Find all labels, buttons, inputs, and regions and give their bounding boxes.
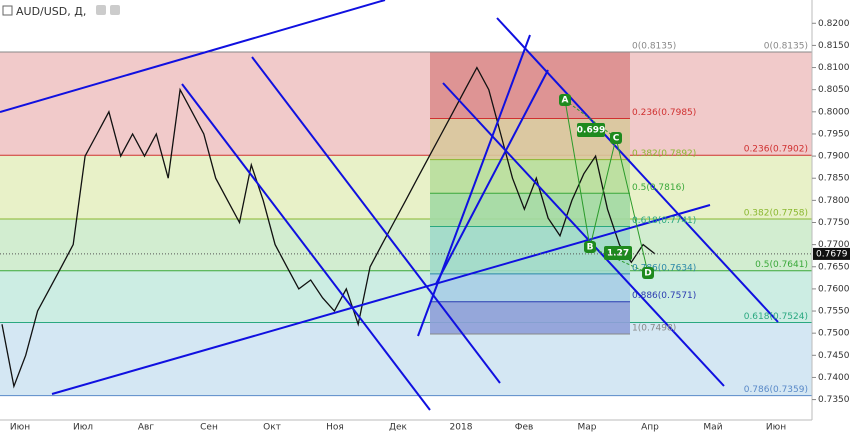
trend-line bbox=[51, 204, 711, 395]
y-tick-label: 0.7350 bbox=[818, 395, 850, 405]
fib-label: 0.5(0.7641) bbox=[755, 260, 808, 270]
pattern-ratio-bg bbox=[604, 246, 632, 260]
pattern-line bbox=[564, 99, 617, 139]
fib-label: 0.786(0.7359) bbox=[744, 385, 808, 395]
fib-label: 0.618(0.7524) bbox=[744, 312, 808, 322]
y-tick-label: 0.7600 bbox=[818, 284, 850, 294]
y-tick-label: 0.7950 bbox=[818, 129, 850, 139]
x-tick-label: 2018 bbox=[450, 423, 473, 433]
icon[interactable] bbox=[96, 5, 106, 15]
x-tick-label: Окт bbox=[263, 423, 281, 433]
pattern-ratio: 0.699 bbox=[577, 126, 605, 136]
x-tick-label: Сен bbox=[200, 423, 218, 433]
chart-title: AUD/USD, Д, bbox=[16, 5, 86, 18]
last-price-box bbox=[813, 247, 850, 260]
last-price-label: 0.7679 bbox=[816, 249, 848, 259]
pattern-point: D bbox=[644, 269, 651, 279]
fib-band bbox=[430, 301, 630, 335]
y-tick-label: 0.7550 bbox=[818, 307, 850, 317]
pattern-point-bg bbox=[642, 267, 654, 279]
fib-label: 0(0.8135) bbox=[764, 42, 808, 52]
x-tick-label: Июл bbox=[73, 423, 93, 433]
fib-band bbox=[0, 322, 812, 396]
y-tick-label: 0.7750 bbox=[818, 218, 850, 228]
y-tick-label: 0.7900 bbox=[818, 152, 850, 162]
fib-label: 0.382(0.7892) bbox=[632, 149, 696, 159]
trend-line bbox=[251, 56, 501, 384]
x-tick-label: Ноя bbox=[326, 423, 344, 433]
trend-lines bbox=[0, 0, 779, 411]
trend-line bbox=[417, 34, 531, 337]
fib-label: 0.786(0.7634) bbox=[632, 263, 696, 273]
x-tick-label: Мар bbox=[578, 423, 597, 433]
pattern-point-bg bbox=[610, 132, 622, 144]
price-line bbox=[1, 66, 656, 389]
x-tick-label: Фев bbox=[515, 423, 534, 433]
x-tick-label: Июн bbox=[766, 423, 786, 433]
fib-label: 0.5(0.7816) bbox=[632, 183, 685, 193]
y-tick-label: 0.8050 bbox=[818, 85, 850, 95]
fib-band bbox=[0, 218, 812, 271]
y-tick-label: 0.7800 bbox=[818, 196, 850, 206]
fib-band bbox=[0, 270, 812, 323]
fib-band bbox=[430, 52, 630, 119]
icon bbox=[2, 5, 13, 16]
fib-bands bbox=[0, 51, 812, 397]
x-tick-label: Июн bbox=[10, 423, 30, 433]
y-tick-label: 0.7450 bbox=[818, 351, 850, 361]
trend-line bbox=[496, 17, 779, 323]
y-tick-label: 0.8200 bbox=[818, 19, 850, 29]
fib-label: 0.236(0.7985) bbox=[632, 108, 696, 118]
x-tick-label: Апр bbox=[641, 423, 659, 433]
y-tick-label: 0.8000 bbox=[818, 107, 850, 117]
price bbox=[1, 66, 656, 389]
fib-band bbox=[0, 155, 812, 219]
fib-band bbox=[430, 226, 630, 274]
fib-label: 0.382(0.7758) bbox=[744, 208, 808, 218]
pattern-point-bg bbox=[559, 94, 571, 106]
pattern-point-bg bbox=[584, 241, 596, 253]
pattern-point: A bbox=[562, 96, 569, 106]
trend-line bbox=[435, 69, 549, 285]
pattern-ratio-bg bbox=[577, 123, 605, 137]
trend-line bbox=[181, 83, 431, 411]
x-tick-label: Авг bbox=[138, 423, 154, 433]
y-tick-label: 0.7700 bbox=[818, 240, 850, 250]
y-tick-label: 0.8100 bbox=[818, 63, 850, 73]
fib-label: 0.236(0.7902) bbox=[744, 145, 808, 155]
x-tick-label: Дек bbox=[389, 423, 408, 433]
y-tick-label: 0.7650 bbox=[818, 262, 850, 272]
fib-label: 0.618(0.7741) bbox=[632, 216, 696, 226]
pattern-labels: 0(0.8135) 0.236(0.7902) 0.382(0.7758) 0.5(0… bbox=[559, 42, 808, 395]
y-tick-label: 0.8150 bbox=[818, 41, 850, 51]
fib-band bbox=[0, 52, 812, 156]
pattern-line bbox=[564, 99, 649, 274]
y-axis-panel bbox=[812, 0, 850, 433]
fib-label: 0(0.8135) bbox=[632, 42, 676, 52]
trend-line bbox=[0, 0, 386, 113]
pattern-point: C bbox=[613, 134, 620, 144]
y-tick-label: 0.7500 bbox=[818, 329, 850, 339]
fib-band bbox=[430, 273, 630, 302]
y-tick-label: 0.7850 bbox=[818, 174, 850, 184]
trend-line bbox=[442, 82, 725, 387]
x-tick-label: Май bbox=[703, 423, 722, 433]
axes: 0.7350 0.7400 0.7450 0.7500 0.7550 0.7600 0.76… bbox=[0, 19, 850, 433]
fib-label: 0.886(0.7571) bbox=[632, 291, 696, 301]
fib-label: 1(0.7498) bbox=[632, 324, 676, 334]
pattern-point: B bbox=[587, 243, 594, 253]
y-tick-label: 0.7400 bbox=[818, 373, 850, 383]
icon[interactable] bbox=[110, 5, 120, 15]
